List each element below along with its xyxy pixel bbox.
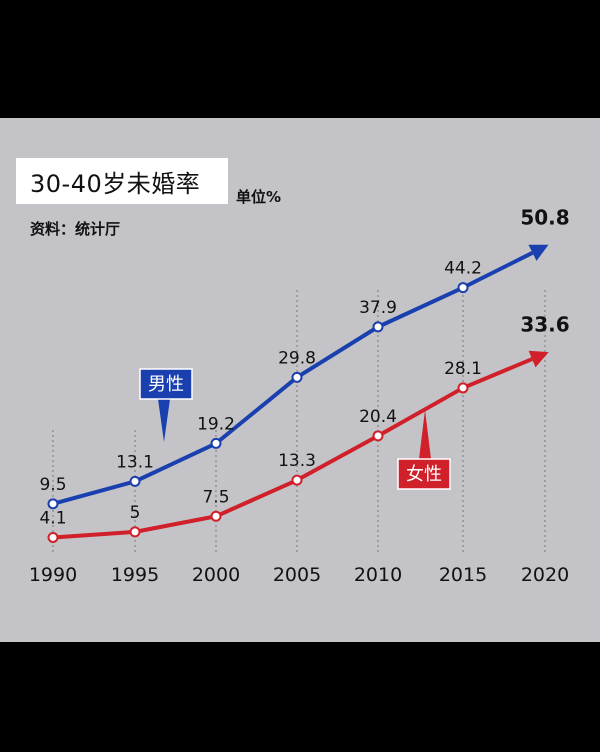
legend-label-male: 男性 [148,374,184,395]
legend-tag-female [397,458,451,490]
x-tick-label: 2005 [273,564,321,586]
data-label-female: 13.3 [278,451,316,471]
data-label-male: 9.5 [39,475,66,495]
data-label-female: 28.1 [444,359,482,379]
data-label-male: 19.2 [197,414,235,434]
x-tick-label: 2000 [192,564,240,586]
data-label-female: 5 [130,503,141,523]
data-label-male: 13.1 [116,452,154,472]
data-label-male: 44.2 [444,259,482,279]
x-tick-label: 2010 [354,564,402,586]
x-tick-label: 2015 [439,564,487,586]
data-label-female: 33.6 [520,313,569,337]
data-label-male: 50.8 [520,206,569,230]
x-tick-label: 1995 [111,564,159,586]
data-label-female: 20.4 [359,407,397,427]
data-point-female [372,430,384,442]
chart-title: 30-40岁未婚率 [16,158,228,204]
data-point-female [129,526,141,538]
data-point-female [210,510,222,522]
legend-pointer-female [419,410,431,459]
unit-label: 单位% [236,188,282,206]
data-label-female: 7.5 [202,487,229,507]
source-label: 资料：统计厅 [30,220,121,238]
data-point-female [457,382,469,394]
data-point-female [47,531,59,543]
data-label-male: 37.9 [359,298,397,318]
data-label-female: 4.1 [39,508,66,528]
data-label-male: 29.8 [278,348,316,368]
x-tick-label: 1990 [29,564,77,586]
legend-pointer-male [158,399,170,442]
legend-tag-male [139,368,193,400]
data-point-male [210,437,222,449]
series-arrow-male [528,244,549,261]
data-point-male [129,475,141,487]
data-point-male [291,371,303,383]
chart-title-text: 30-40岁未婚率 [30,169,201,198]
data-point-female [291,474,303,486]
x-tick-label: 2020 [521,564,569,586]
data-point-male [372,321,384,333]
data-point-male [457,282,469,294]
series-arrow-female [528,350,549,368]
legend-label-female: 女性 [406,464,442,485]
data-point-male [47,498,59,510]
